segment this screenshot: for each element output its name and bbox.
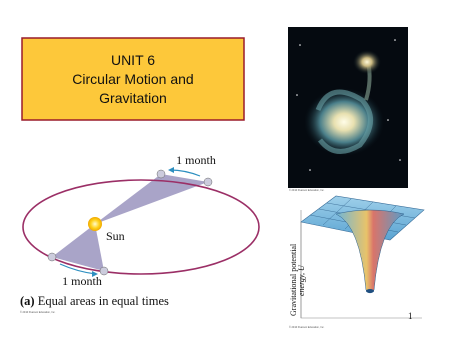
axis-label: energy, U [297,264,306,296]
orbit-label: 1 month [176,153,216,167]
marker-label: 1 [408,311,413,321]
title-line: UNIT 6 [111,52,155,68]
axis-label: Gravitational potential [289,243,298,316]
galaxy-image [288,27,408,188]
title-line: Circular Motion and [72,71,193,87]
credit: © 2010 Pearson Education, Inc. [289,189,325,192]
caption-text: Equal areas in equal times [38,294,169,308]
title-box [21,37,245,121]
caption: (a) Equal areas in equal times [20,294,169,308]
potential-diagram [300,195,425,319]
orbit-diagram [22,167,260,277]
title-line: Gravitation [99,90,167,106]
orbit-label: Sun [106,229,125,243]
credit: © 2010 Pearson Education, Inc. [289,326,325,329]
orbit-label: 1 month [62,274,102,288]
credit: © 2010 Pearson Education, Inc. [20,311,56,314]
caption-tag: (a) [20,294,35,308]
